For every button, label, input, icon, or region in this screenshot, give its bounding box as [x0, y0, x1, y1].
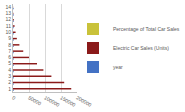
svg-text:11: 11	[6, 23, 11, 29]
svg-text:13: 13	[5, 10, 11, 16]
svg-text:50000: 50000	[27, 94, 42, 106]
svg-text:9: 9	[8, 35, 11, 41]
svg-text:year: year	[113, 64, 123, 70]
svg-text:200000: 200000	[75, 94, 93, 108]
svg-text:12: 12	[5, 16, 11, 22]
svg-text:14: 14	[5, 4, 11, 10]
svg-text:100000: 100000	[43, 94, 61, 108]
svg-text:6: 6	[8, 54, 11, 60]
svg-text:0: 0	[11, 94, 17, 101]
svg-text:Electric Car Sales (Units): Electric Car Sales (Units)	[113, 45, 169, 51]
svg-text:5: 5	[8, 60, 11, 66]
svg-text:150000: 150000	[59, 94, 77, 108]
svg-text:3: 3	[8, 73, 11, 79]
svg-text:8: 8	[8, 42, 11, 48]
svg-text:2: 2	[8, 79, 11, 85]
svg-text:Percentage of Total Car Sales: Percentage of Total Car Sales	[113, 26, 180, 32]
svg-text:4: 4	[8, 67, 11, 73]
svg-text:7: 7	[8, 48, 11, 54]
svg-text:1: 1	[8, 86, 11, 92]
svg-text:10: 10	[5, 29, 11, 35]
